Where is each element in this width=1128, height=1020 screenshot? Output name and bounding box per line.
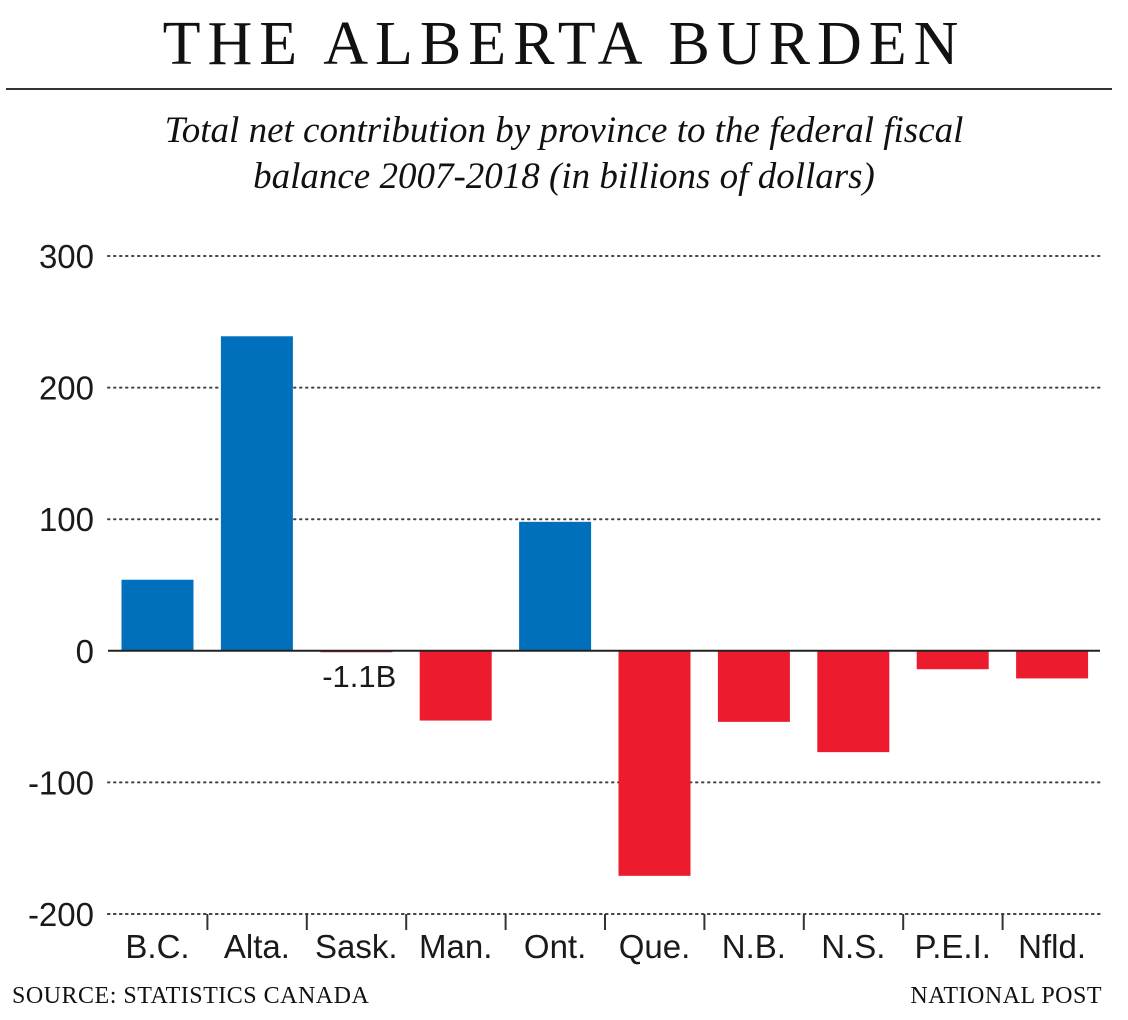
x-tick-label-sask: Sask. [315, 928, 398, 965]
x-tick-label-que: Que. [619, 928, 691, 965]
y-tick-label-0: 0 [76, 633, 94, 670]
bar-nfld [1016, 650, 1089, 679]
bar-nb [717, 650, 790, 722]
publisher-credit: NATIONAL POST [910, 983, 1102, 1009]
bars [121, 336, 1089, 876]
y-tick-label-100: 100 [39, 501, 94, 538]
bar-ont [519, 521, 592, 651]
x-tick-label-pei: P.E.I. [914, 928, 990, 965]
x-tick-label-bc: B.C. [125, 928, 189, 965]
bar-bc [121, 579, 194, 651]
x-tick-label-nb: N.B. [722, 928, 786, 965]
title-divider [6, 88, 1112, 90]
x-tick-label-ns: N.S. [821, 928, 885, 965]
bar-man [419, 650, 492, 721]
y-tick-label--100: -100 [28, 764, 94, 801]
x-tick-label-alta: Alta. [224, 928, 290, 965]
subtitle-line-2: balance 2007-2018 (in billions of dollar… [253, 156, 875, 197]
y-axis-tick-labels: 300 200 100 0 -100 -200 [28, 238, 94, 933]
data-label-sask: -1.1B [322, 659, 396, 694]
annotations: -1.1B [322, 659, 396, 694]
y-tick-label-300: 300 [39, 238, 94, 275]
source-note: SOURCE: STATISTICS CANADA [12, 983, 370, 1009]
chart-title: THE ALBERTA BURDEN [162, 10, 966, 78]
x-axis: B.C. Alta. Sask. Man. Ont. Que. N.B. N.S. P.E.I.… [107, 913, 1101, 965]
chart-subtitle: Total net contribution by province to th… [0, 108, 1128, 200]
subtitle-line-1: Total net contribution by province to th… [164, 110, 964, 151]
x-tick-label-man: Man. [419, 928, 492, 965]
x-tick-label-ont: Ont. [524, 928, 586, 965]
bar-que [618, 650, 691, 876]
y-tick-label-200: 200 [39, 370, 94, 407]
x-tick-label-nfld: Nfld. [1018, 928, 1086, 965]
bar-alta [220, 336, 293, 651]
y-tick-label--200: -200 [28, 896, 94, 933]
bar-pei [916, 650, 989, 670]
bar-ns [817, 650, 890, 753]
